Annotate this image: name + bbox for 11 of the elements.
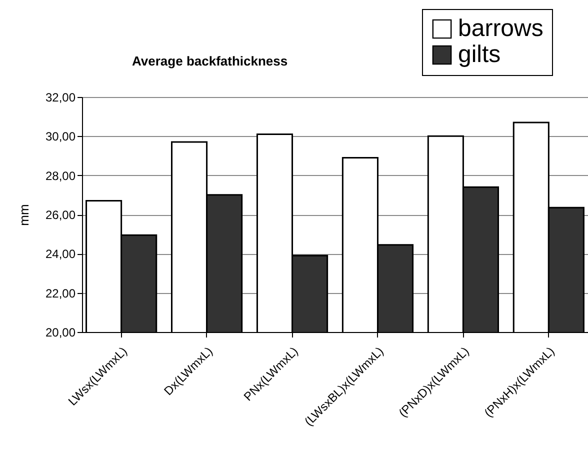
y-tick-label: 26,00: [45, 208, 76, 222]
legend-label: barrows: [458, 15, 544, 42]
y-tick-label: 20,00: [45, 326, 76, 340]
y-tick-label: 22,00: [45, 286, 76, 300]
y-tick-label: 28,00: [45, 168, 76, 183]
y-tick-label: 32,00: [45, 90, 76, 104]
y-axis-title: mm: [16, 204, 32, 226]
legend-label: gilts: [458, 41, 501, 68]
y-tick-label: 24,00: [45, 247, 76, 262]
chart-title: Average backfathickness: [132, 54, 288, 68]
y-tick-label: 30,00: [45, 130, 76, 144]
